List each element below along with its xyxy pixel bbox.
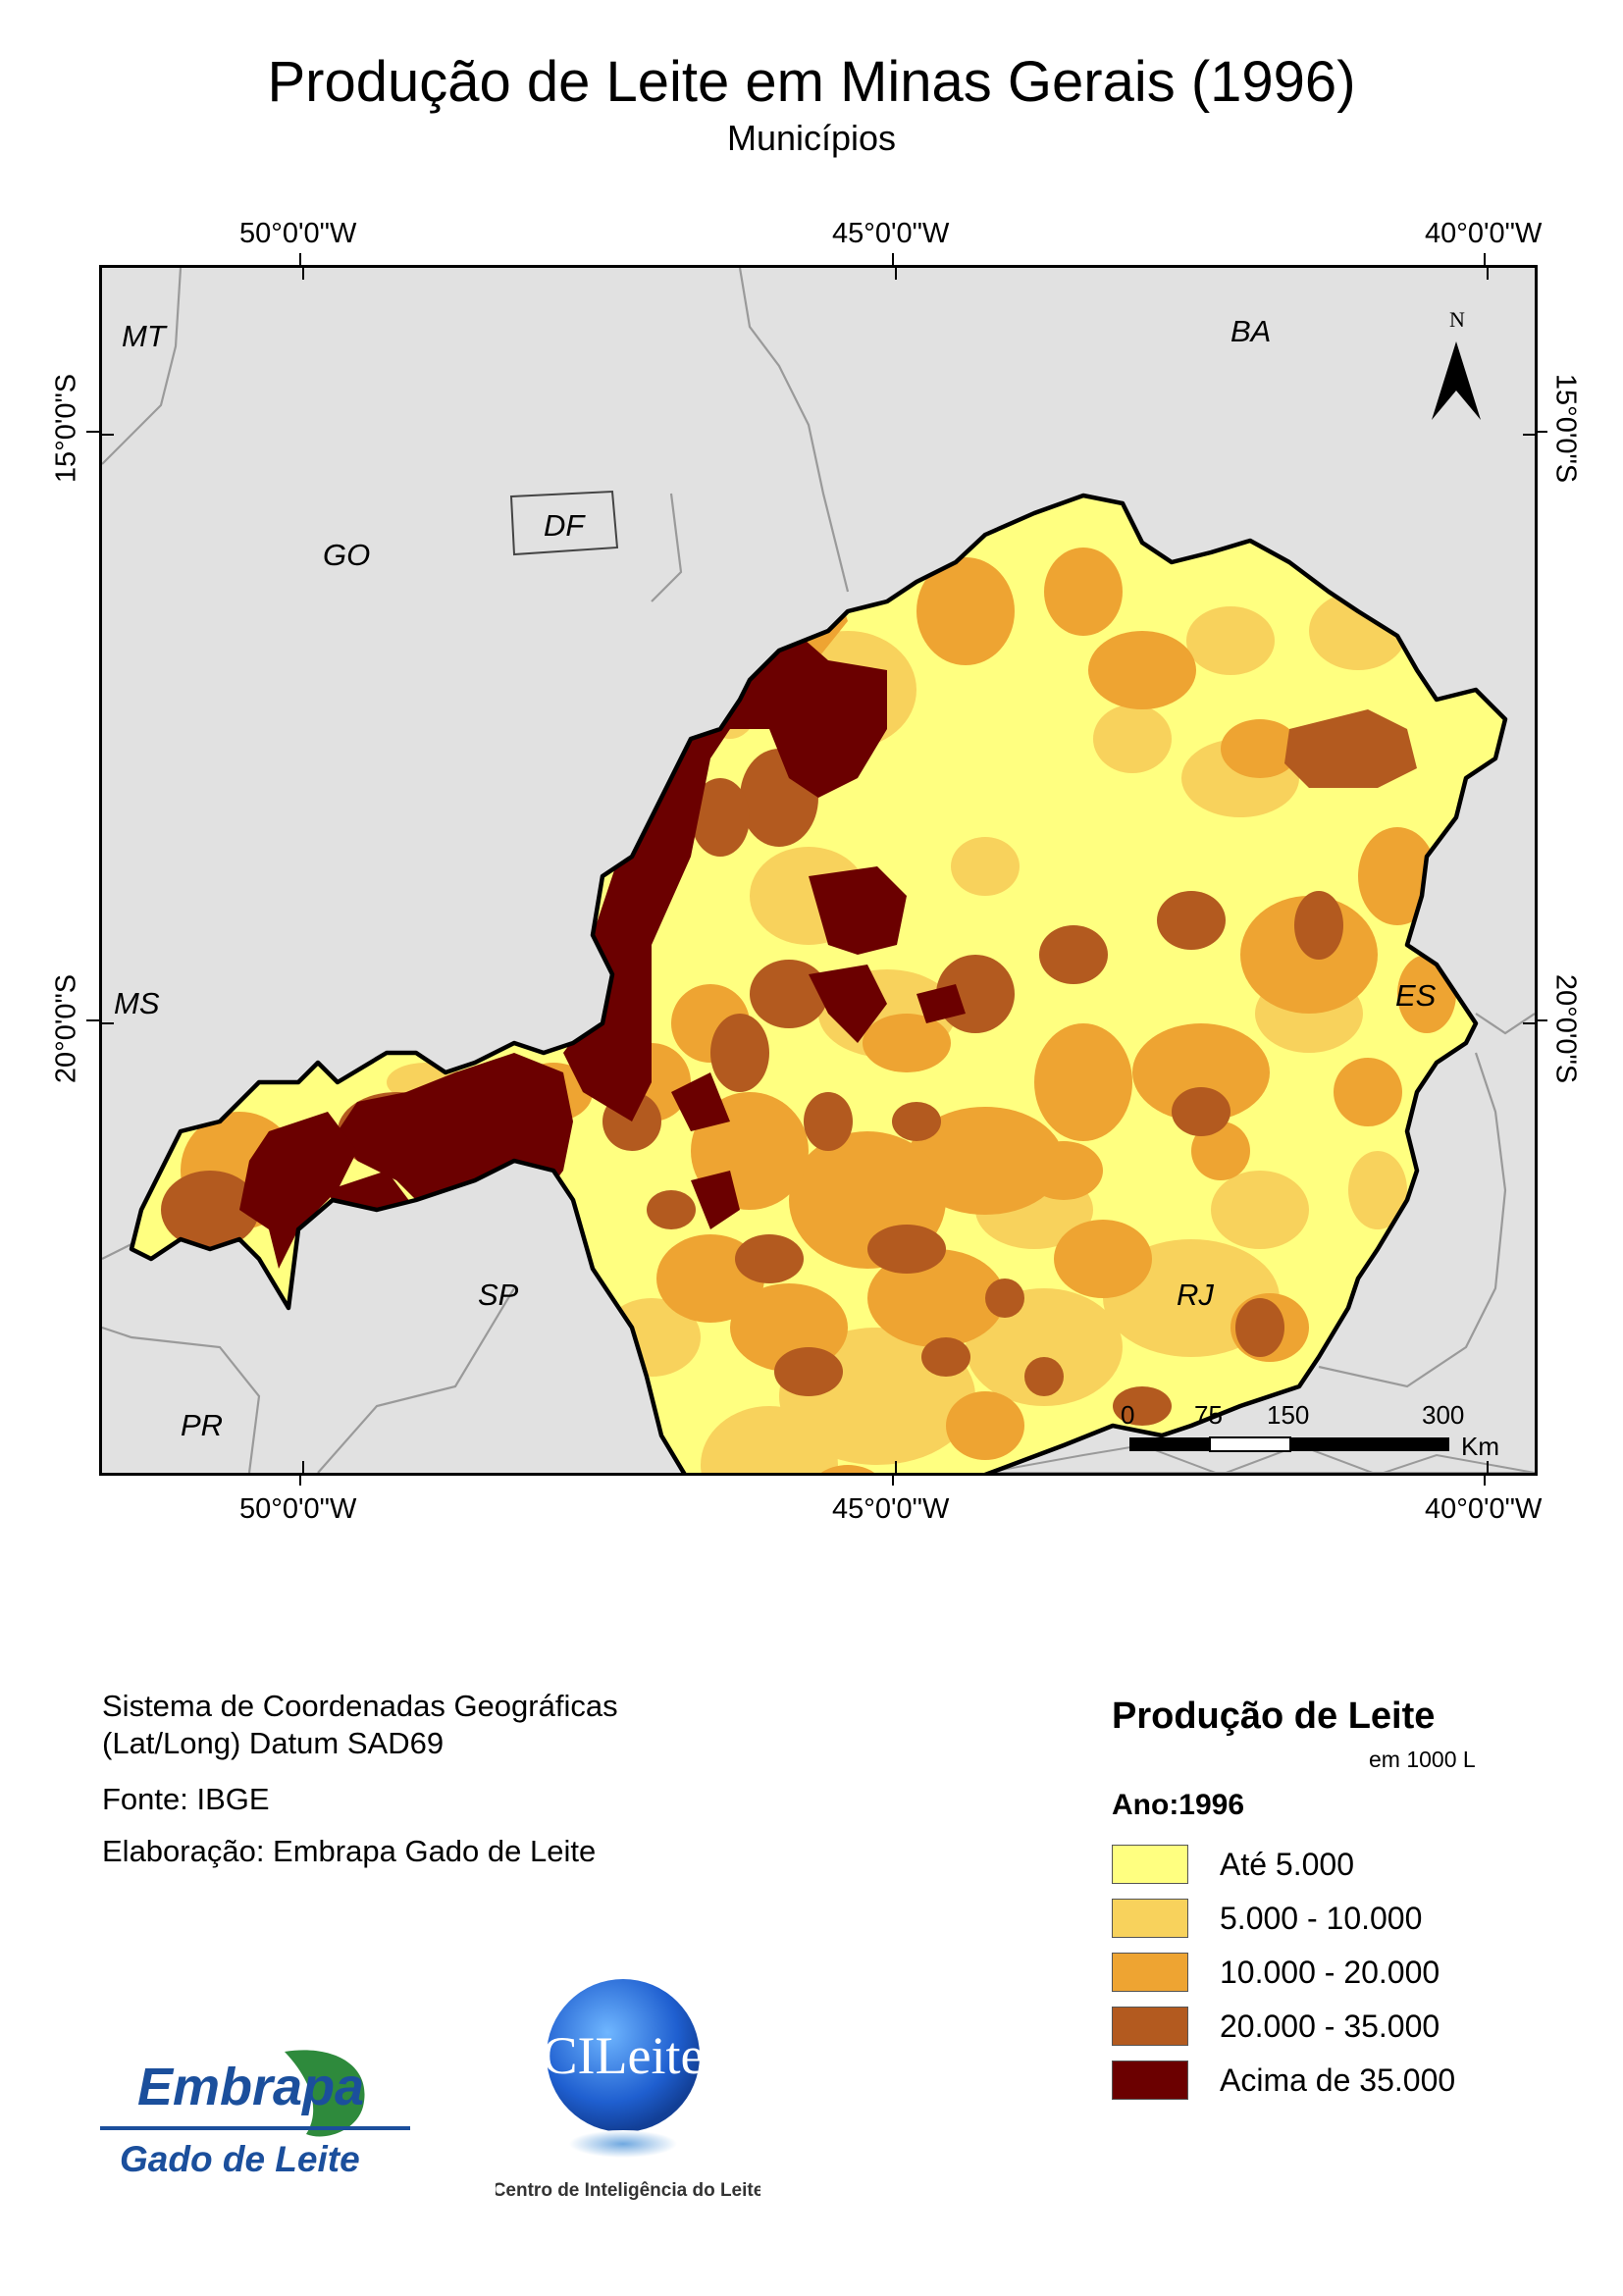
legend-swatch bbox=[1112, 2007, 1188, 2046]
graticule-top-label: 45°0'0"W bbox=[832, 218, 950, 249]
legend-swatch bbox=[1112, 1899, 1188, 1938]
legend-label: 5.000 - 10.000 bbox=[1220, 1901, 1423, 1936]
north-arrow-label: N bbox=[1449, 307, 1465, 332]
crs-line-1: Sistema de Coordenadas Geográficas bbox=[102, 1689, 618, 1723]
state-label-go: GO bbox=[323, 538, 370, 572]
state-label-pr: PR bbox=[181, 1408, 223, 1442]
embrapa-wordmark: Embrapa bbox=[137, 2058, 364, 2116]
author-text: Elaboração: Embrapa Gado de Leite bbox=[102, 1834, 597, 1868]
inner-ticks bbox=[102, 268, 1535, 1473]
scale-bar: 0 75 150 300 Km bbox=[1121, 1400, 1499, 1461]
legend-swatch bbox=[1112, 2061, 1188, 2100]
class-acima-35000-areas bbox=[239, 496, 966, 1269]
df-boundary bbox=[509, 490, 619, 556]
legend-title: Produção de Leite bbox=[1112, 1696, 1436, 1737]
graticule-bottom-label: 40°0'0"W bbox=[1425, 1493, 1543, 1525]
cileite-subtitle: Centro de Inteligência do Leite bbox=[496, 2180, 760, 2201]
legend-label: 10.000 - 20.000 bbox=[1220, 1955, 1440, 1990]
graticule-top-label: 50°0'0"W bbox=[239, 218, 357, 249]
map-subtitle: Municípios bbox=[726, 118, 897, 158]
scale-tick-label: 150 bbox=[1267, 1400, 1309, 1430]
legend-year: Ano:1996 bbox=[1112, 1789, 1245, 1821]
scale-tick-label: 0 bbox=[1121, 1400, 1134, 1430]
state-label-mt: MT bbox=[122, 319, 168, 353]
north-arrow-icon: N bbox=[1432, 307, 1481, 420]
embrapa-subtitle: Gado de Leite bbox=[120, 2139, 360, 2179]
state-label-rj: RJ bbox=[1177, 1278, 1214, 1312]
scale-tick-label: 300 bbox=[1422, 1400, 1464, 1430]
mg-state-border bbox=[129, 493, 1508, 1473]
legend-label: 20.000 - 35.000 bbox=[1220, 2009, 1440, 2044]
state-label-sp: SP bbox=[478, 1278, 519, 1312]
cileite-wordmark: CILeite bbox=[543, 2026, 705, 2085]
legend-item: 20.000 - 35.000 bbox=[1112, 2007, 1544, 2046]
legend-swatch bbox=[1112, 1953, 1188, 1992]
state-label-ba: BA bbox=[1230, 314, 1271, 348]
legend-swatch bbox=[1112, 1845, 1188, 1884]
cileite-logo: CILeite Centro de Inteligência do Leite bbox=[493, 1972, 763, 2208]
map-canvas[interactable]: MT BA GO DF MS ES SP RJ PR N 0 75 150 30… bbox=[102, 268, 1535, 1473]
state-label-es: ES bbox=[1395, 978, 1437, 1013]
coastline bbox=[984, 1443, 1535, 1473]
mg-choropleth[interactable] bbox=[102, 268, 1535, 1473]
graticule-bottom-label: 45°0'0"W bbox=[832, 1493, 950, 1525]
scale-tick-label: 75 bbox=[1194, 1400, 1223, 1430]
legend-item: 5.000 - 10.000 bbox=[1112, 1899, 1544, 1938]
source-text: Fonte: IBGE bbox=[102, 1782, 270, 1816]
graticule-ticks bbox=[86, 253, 1547, 1486]
crs-line-2: (Lat/Long) Datum SAD69 bbox=[102, 1726, 445, 1760]
scale-unit: Km bbox=[1461, 1432, 1499, 1461]
embrapa-logo: Embrapa Gado de Leite bbox=[98, 2036, 412, 2193]
legend-label: Acima de 35.000 bbox=[1220, 2062, 1456, 2098]
map-frame[interactable]: MT BA GO DF MS ES SP RJ PR N 0 75 150 30… bbox=[99, 265, 1538, 1476]
graticule-top-label: 40°0'0"W bbox=[1425, 218, 1543, 249]
legend-item: Até 5.000 bbox=[1112, 1845, 1544, 1884]
map-title: Produção de Leite em Minas Gerais (1996) bbox=[267, 50, 1356, 114]
state-label-ms: MS bbox=[114, 986, 160, 1020]
legend-unit: em 1000 L bbox=[1369, 1747, 1476, 1772]
graticule-bottom-label: 50°0'0"W bbox=[239, 1493, 357, 1525]
state-label-df: DF bbox=[544, 508, 586, 543]
legend-item: 10.000 - 20.000 bbox=[1112, 1953, 1544, 1992]
legend-label: Até 5.000 bbox=[1220, 1847, 1354, 1882]
legend-item: Acima de 35.000 bbox=[1112, 2061, 1544, 2100]
